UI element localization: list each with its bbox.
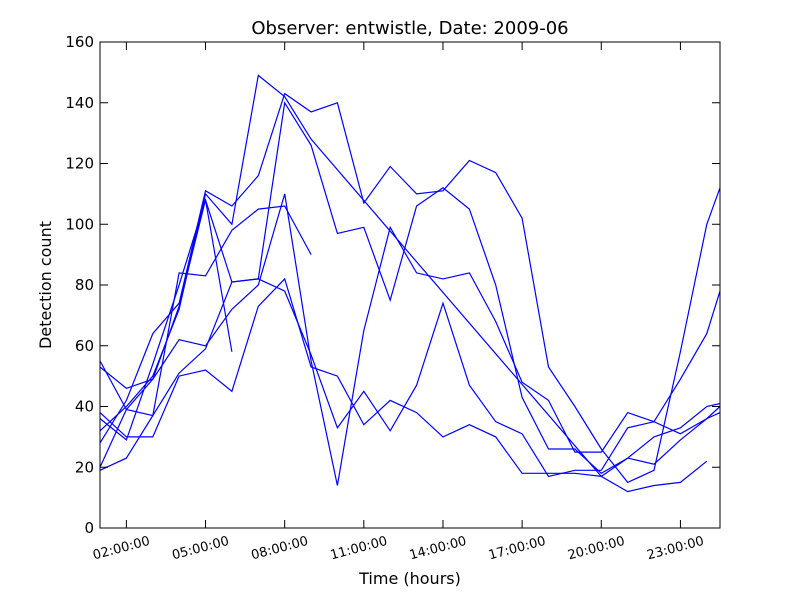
x-axis-label: Time (hours) (358, 569, 461, 588)
series-line-3 (99, 205, 312, 471)
y-tick-label: 20 (75, 458, 94, 476)
series-line-4 (99, 193, 721, 486)
series-line-8 (99, 74, 708, 493)
series-line-7 (99, 199, 233, 441)
series-line-6 (99, 92, 721, 484)
y-tick-label: 40 (75, 398, 94, 416)
y-tick-label: 120 (65, 155, 94, 173)
y-axis-label: Detection count (36, 221, 55, 349)
y-tick-label: 100 (65, 215, 94, 233)
series-group (99, 74, 721, 493)
y-tick-label: 160 (65, 33, 94, 51)
y-tick-label: 140 (65, 94, 94, 112)
y-tick-label: 80 (75, 276, 94, 294)
chart-title: Observer: entwistle, Date: 2009-06 (251, 18, 568, 39)
y-tick-label: 0 (84, 519, 94, 537)
series-line-2 (99, 278, 721, 478)
y-axis: 0 20 40 60 80 100 120 140 160 (65, 33, 720, 537)
y-tick-label: 60 (75, 337, 94, 355)
